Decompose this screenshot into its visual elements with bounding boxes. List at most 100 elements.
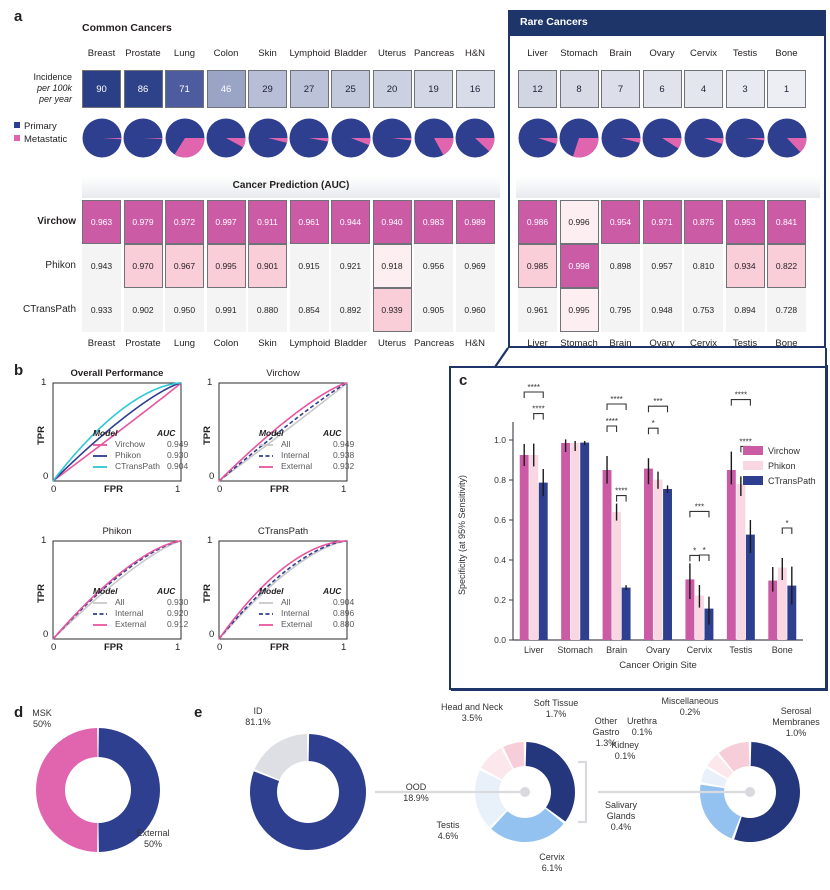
metastatic-swatch-icon <box>14 135 20 141</box>
c-xlabel: Cancer Origin Site <box>619 660 697 671</box>
auc-column-footer-cervix: Cervix <box>690 338 717 349</box>
roc-legend-header-auc: AUC <box>156 428 176 439</box>
auc-cell: 0.902 <box>123 288 163 332</box>
incidence-cell-bone: 1 <box>767 70 806 108</box>
roc-legend-auc: 0.896 <box>332 608 355 619</box>
roc-curve-all <box>52 540 182 640</box>
c-xtick-ovary: Ovary <box>646 645 671 655</box>
donut-d-label-external: External 50% <box>118 828 188 850</box>
auc-cell: 0.989 <box>455 200 495 244</box>
auc-cell: 0.967 <box>165 244 204 288</box>
donut-e3-label-salivary-glands-line: 0.4% <box>610 822 632 832</box>
significance-bracket: **** <box>606 395 627 410</box>
column-header-liver: Liver <box>527 48 548 59</box>
roc-legend-label: External <box>280 461 313 472</box>
significance-bracket: * <box>781 519 793 534</box>
auc-cell: 0.728 <box>767 288 806 332</box>
panel-d-cohort-donut: d MSK 50% External 50% <box>0 700 190 890</box>
c-legend-swatch-virchow <box>743 446 763 455</box>
auc-cell: 0.944 <box>331 200 370 244</box>
donut-e2-label-other-gastro-line: Gastro <box>592 727 620 737</box>
roc-curve-ctranspath <box>52 382 182 482</box>
incidence-cell-bladder: 25 <box>331 70 370 108</box>
column-header-bladder: Bladder <box>334 48 367 59</box>
panel-e-distribution-donuts: e ID 81.1% OOD 18.9% Head and Neck 3.5% Soft T… <box>190 696 830 890</box>
roc-legend-header-model: Model <box>92 428 118 439</box>
donut-e2-label-other-gastro: Other Gastro 1.3% <box>580 716 632 749</box>
donut-e3-label-miscellaneous: Miscellaneous 0.2% <box>642 696 738 718</box>
roc-ylabel: TPR <box>202 584 213 603</box>
donut-e2-label-head-and-neck-line: Head and Neck <box>440 702 504 712</box>
roc-xtick-right: 1 <box>341 484 347 495</box>
c-xtick-liver: Liver <box>524 645 544 655</box>
roc-legend-swatch-phikon <box>92 454 107 457</box>
donut-e2-label-testis-line: 4.6% <box>437 831 459 841</box>
bar-ovary-virchow <box>644 468 653 640</box>
column-header-colon: Colon <box>213 48 239 59</box>
significance-stars: **** <box>532 405 544 414</box>
roc-curve-phikon <box>52 382 182 482</box>
roc-curve-external <box>218 382 348 482</box>
pie-primary-metastatic-skin <box>248 118 287 158</box>
auc-column-footer-uterus: Uterus <box>378 338 406 349</box>
incidence-cell-h-n: 16 <box>455 70 495 108</box>
roc-legend: Model AUC Virchow 0.949 Phikon 0.930 CTransPat… <box>92 428 189 472</box>
pie-primary-metastatic-h-n <box>455 118 495 158</box>
roc-canvas <box>218 382 348 482</box>
auc-cell: 0.996 <box>559 200 599 244</box>
auc-cell: 0.894 <box>725 288 765 332</box>
donut-e2-label-soft-tissue-line: Soft Tissue <box>533 698 579 708</box>
auc-column-footer-skin: Skin <box>258 338 277 349</box>
roc-xlabel: FPR <box>104 484 123 495</box>
donut-e2-label-cervix: Cervix 6.1% <box>520 852 584 874</box>
donut-slice-urethra <box>707 754 733 779</box>
roc-title: Overall Performance <box>70 368 164 379</box>
roc-legend-swatch-ctranspath <box>92 465 107 468</box>
incidence-label-line2: per 100k <box>36 83 72 93</box>
roc-legend-row: CTransPath 0.904 <box>92 461 188 472</box>
donut-d-label-msk-line: 50% <box>32 719 51 729</box>
bar-brain-phikon <box>612 512 622 640</box>
pie-primary-metastatic-lymphoid <box>289 118 329 158</box>
roc-ylabel: TPR <box>36 426 47 445</box>
auc-cell: 0.963 <box>82 200 121 244</box>
roc-legend-auc: 0.930 <box>166 450 189 461</box>
legend-item-primary: Primary <box>14 120 67 133</box>
roc-legend-auc: 0.949 <box>332 439 355 450</box>
auc-column-footer-lung: Lung <box>173 338 196 349</box>
roc-ytick-top: 1 <box>41 377 47 388</box>
donut-e-canvas <box>250 734 800 850</box>
auc-cell: 0.953 <box>725 200 765 244</box>
pie-primary-metastatic-cervix <box>684 118 723 158</box>
incidence-cell-lymphoid: 27 <box>289 70 329 108</box>
auc-cell: 0.991 <box>206 288 246 332</box>
roc-legend-auc: 0.932 <box>332 461 355 472</box>
pie-primary-metastatic-stomach <box>559 118 599 158</box>
donut-e1-label-id-line: 81.1% <box>245 717 271 727</box>
pie-primary-metastatic-pancreas <box>414 118 453 158</box>
roc-title: CTransPath <box>257 526 309 537</box>
auc-row-label-virchow: Virchow <box>37 216 76 227</box>
auc-cell: 0.841 <box>767 200 806 244</box>
donut-e3-label-salivary-glands-line: Glands <box>606 811 636 821</box>
donut-e3-label-urethra-line: 0.1% <box>631 727 653 737</box>
c-xtick-bone: Bone <box>772 645 793 655</box>
auc-cell: 0.997 <box>206 200 246 244</box>
incidence-cell-colon: 46 <box>206 70 246 108</box>
roc-curve-external <box>52 540 182 640</box>
significance-bracket: * <box>647 419 659 435</box>
panel-b-roc-curves: b Overall Performance 1 0 0 1 FPR TPR Model AUC V… <box>0 362 440 702</box>
significance-stars: **** <box>739 437 751 446</box>
auc-cell: 0.979 <box>123 200 163 244</box>
c-ytick: 0.0 <box>494 635 506 645</box>
donut-slice-other-gastro <box>503 742 525 769</box>
donut-e1-label-id: ID 81.1% <box>228 706 288 728</box>
auc-cell: 0.918 <box>372 244 412 288</box>
roc-legend-row: Phikon 0.930 <box>92 450 189 461</box>
bar-stomach-ctranspath <box>580 442 590 640</box>
donut-e2-label-other-gastro-line: 1.3% <box>595 738 617 748</box>
auc-column-footer-stomach: Stomach <box>560 338 598 349</box>
column-header-uterus: Uterus <box>378 48 406 59</box>
bar-bone-virchow <box>768 580 778 640</box>
incidence-cell-stomach: 8 <box>559 70 599 108</box>
